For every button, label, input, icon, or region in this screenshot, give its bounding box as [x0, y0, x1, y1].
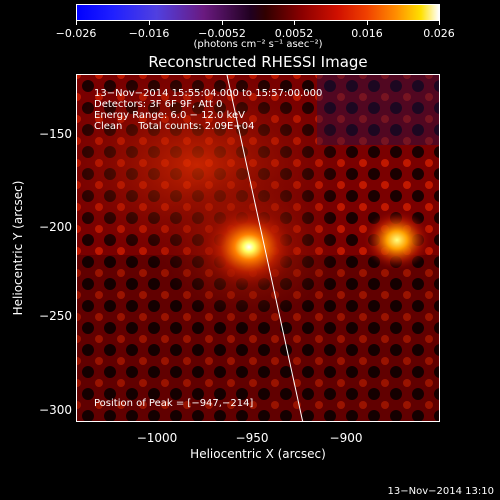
y-axis-label: Heliocentric Y (arcsec)	[11, 180, 25, 316]
colorbar-tick-label: −0.026	[55, 27, 97, 40]
y-tick-label: −200	[39, 220, 72, 234]
colorbar-units: (photons cm⁻² s⁻¹ asec⁻²)	[193, 39, 323, 50]
x-tick-label: −900	[329, 431, 363, 445]
y-tick-label: −150	[39, 127, 72, 141]
colorbar-tick	[439, 21, 440, 25]
colorbar-tick-label: 0.0052	[274, 27, 314, 40]
rhessi-image-graphic	[77, 75, 439, 421]
y-tick-label: −300	[39, 403, 72, 417]
colorbar-tick	[222, 21, 223, 25]
x-tick-label: −950	[235, 431, 269, 445]
colorbar-tick-label: −0.016	[128, 27, 170, 40]
y-tick-label: −250	[39, 309, 72, 323]
colorbar-tick	[367, 21, 368, 25]
colorbar-tick-label: 0.026	[423, 27, 455, 40]
colorbar-tick	[149, 21, 150, 25]
energy-range: Energy Range: 6.0 − 12.0 keV	[94, 110, 245, 121]
colorbar-tick	[76, 21, 77, 25]
colorbar-tick-label: −0.0052	[198, 27, 246, 40]
colorbar-tick-label: 0.016	[351, 27, 383, 40]
rhessi-image	[76, 74, 440, 422]
colorbar-tick	[294, 21, 295, 25]
x-axis-label: Heliocentric X (arcsec)	[190, 447, 326, 461]
colorbar	[76, 4, 440, 21]
peak-position: Position of Peak = [−947,−214]	[94, 398, 254, 409]
detectors-info: Detectors: 3F 6F 9F, Att 0	[94, 99, 223, 110]
timestamp: 13−Nov−2014 13:10	[387, 486, 494, 497]
total-counts: Clean Total counts: 2.09E+04	[94, 121, 255, 132]
time-range: 13−Nov−2014 15:55:04.000 to 15:57:00.000	[94, 88, 323, 99]
image-title: Reconstructed RHESSI Image	[148, 53, 368, 71]
x-tick-label: −1000	[136, 431, 178, 445]
